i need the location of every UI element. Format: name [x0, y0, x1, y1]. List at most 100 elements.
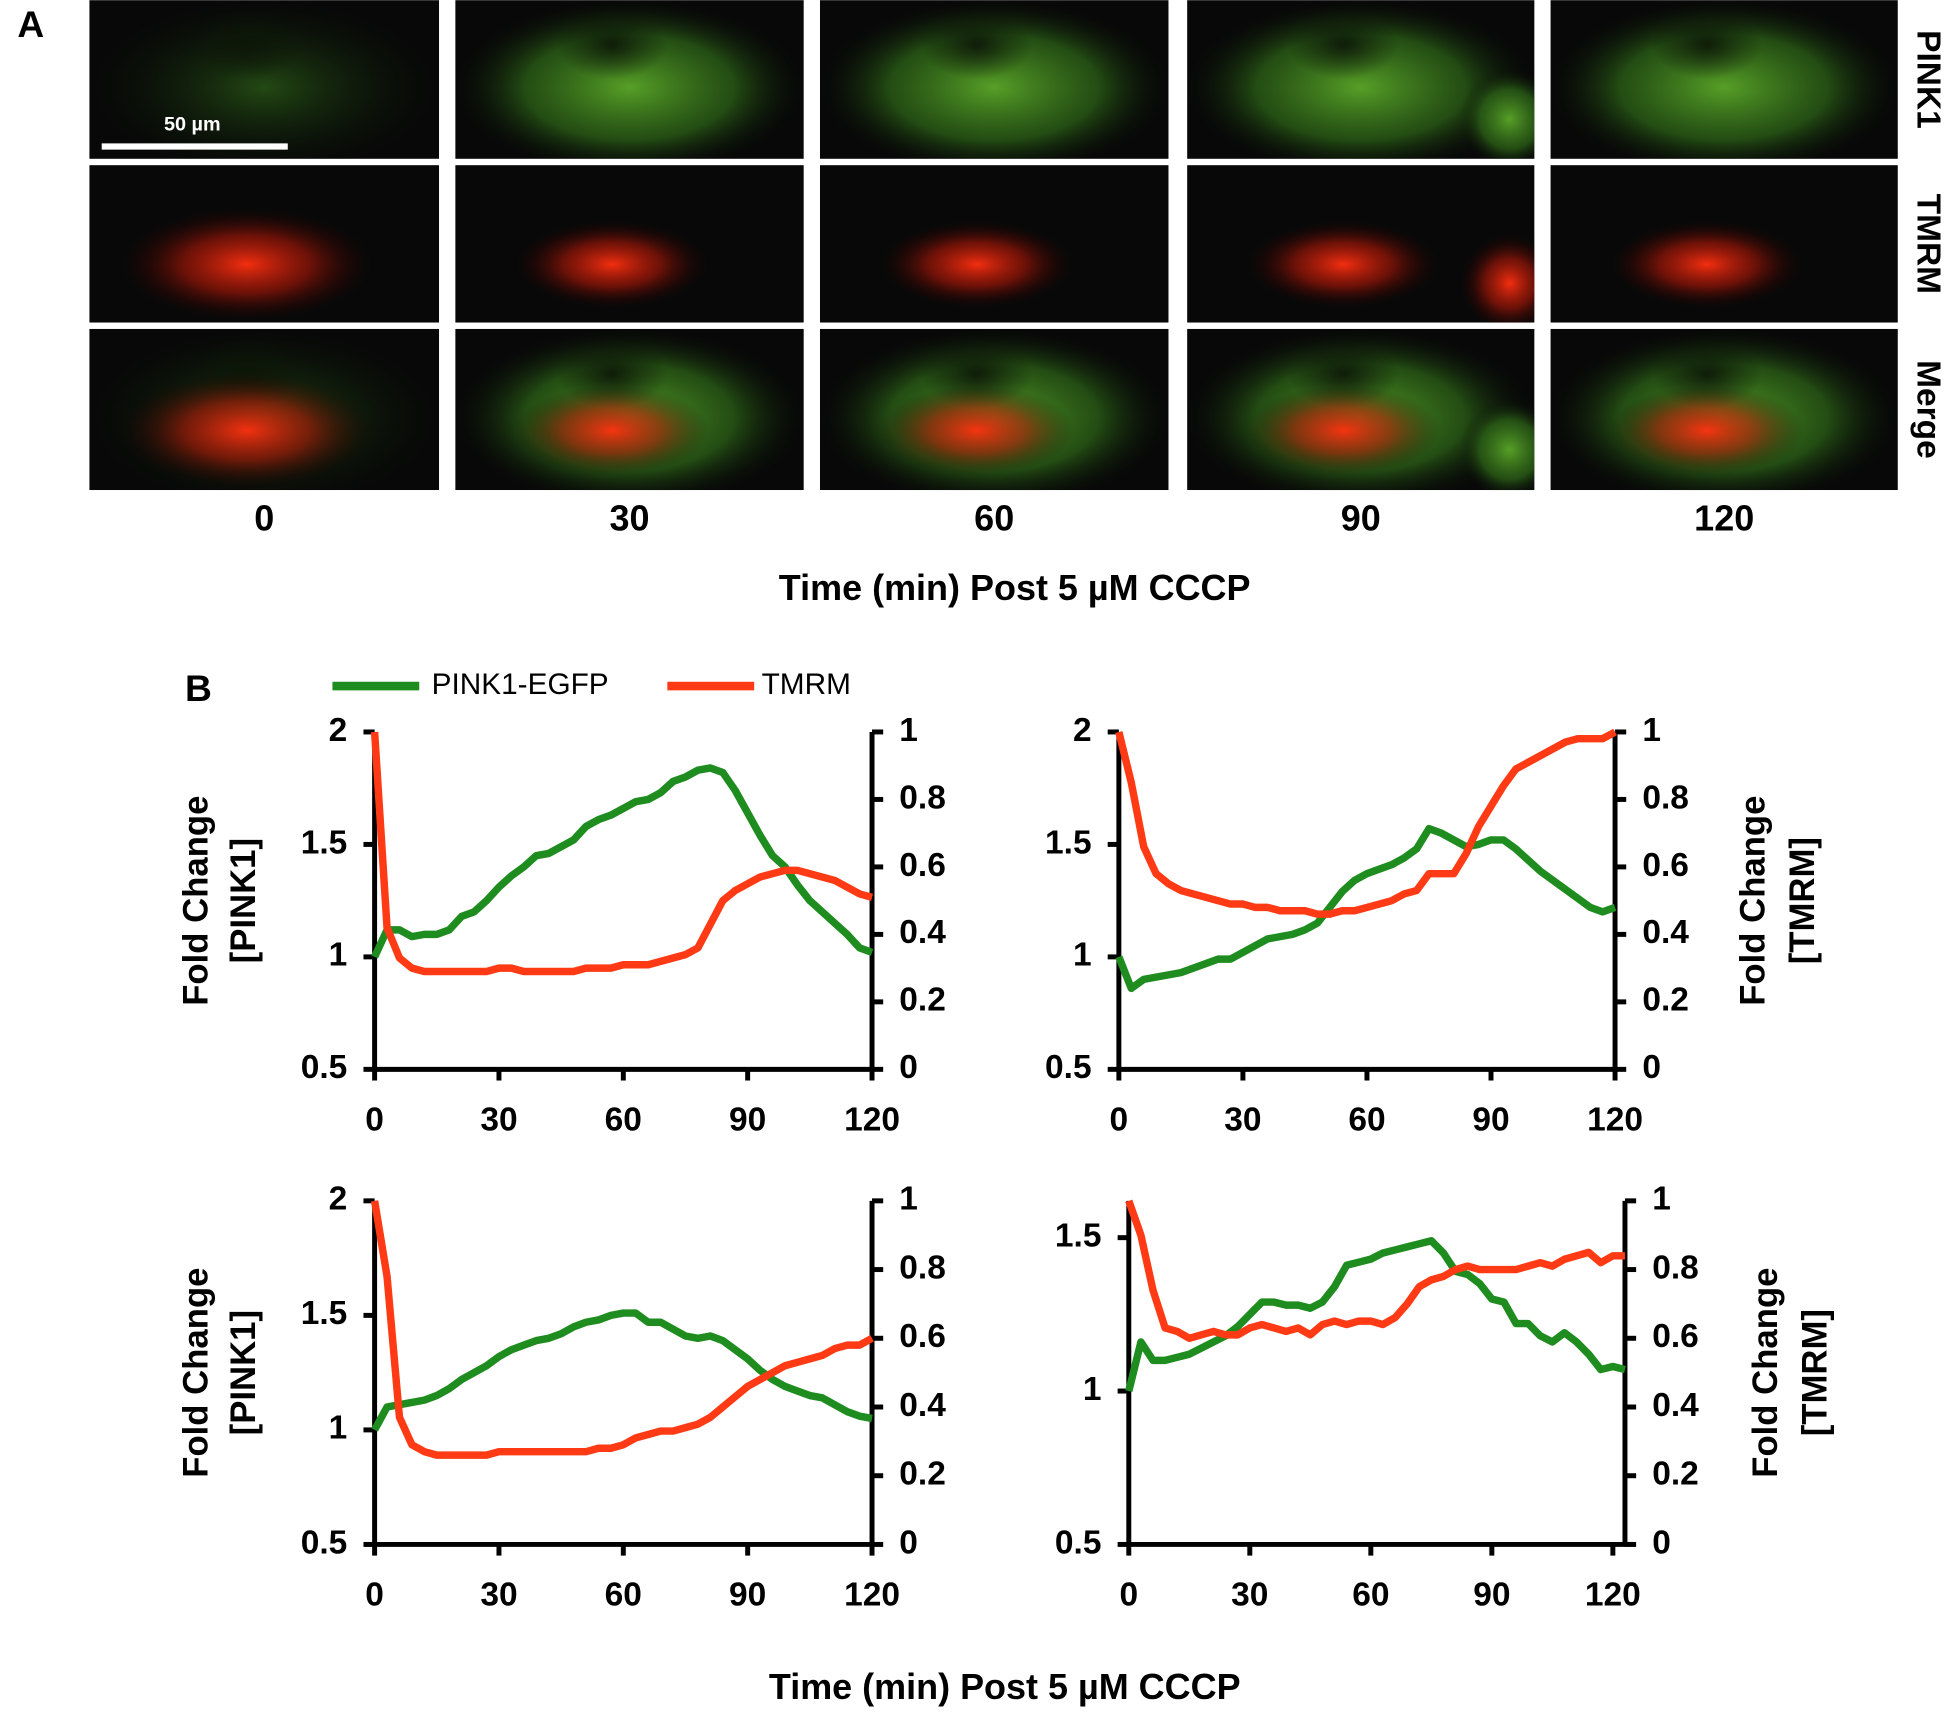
y-tick-label: 2 [1073, 712, 1092, 749]
y-tick-label: 0.5 [1055, 1524, 1102, 1561]
nucleus [921, 9, 1033, 80]
y2-tick-label: 0.6 [899, 847, 946, 884]
x-tick-label: 90 [729, 1576, 766, 1613]
x-tick-label: 120 [1585, 1576, 1641, 1613]
cell-green [89, 0, 440, 159]
micrograph [1550, 0, 1898, 159]
micrograph-content [819, 165, 1169, 323]
y2-tick-label: 0.2 [1642, 982, 1689, 1019]
row-label: PINK1 [1910, 30, 1945, 129]
y2-tick-label: 0.4 [899, 1387, 946, 1424]
bright-cell [1460, 400, 1535, 491]
time-label: 60 [974, 498, 1014, 539]
micrograph-content [455, 165, 804, 323]
time-label: 30 [610, 498, 650, 539]
y2-tick-label: 0.4 [1652, 1387, 1699, 1424]
mito-red [514, 385, 710, 476]
y2-tick-label: 0.6 [899, 1318, 946, 1355]
axis-label: Fold Change [1734, 796, 1772, 1006]
x-tick-label: 120 [844, 1576, 900, 1613]
mito-red [119, 206, 375, 322]
x-tick-label: 90 [729, 1101, 766, 1138]
mito-red [1246, 220, 1441, 309]
x-tick-label: 30 [480, 1576, 517, 1613]
series-line [371, 1309, 873, 1432]
y2-tick-label: 1 [1642, 712, 1661, 749]
y2-tick-label: 0.2 [899, 982, 946, 1019]
axis-label: [PINK1] [225, 838, 263, 963]
y2-tick-label: 0.8 [899, 779, 946, 816]
mito-red [514, 220, 710, 309]
y2-tick-label: 1 [899, 712, 918, 749]
micrograph-content [1550, 0, 1898, 159]
micrograph [455, 165, 804, 323]
y-tick-label: 2 [329, 712, 348, 749]
axis-label: [PINK1] [225, 1310, 263, 1435]
cell-green [1187, 0, 1535, 159]
axis-label: [TMRM] [1796, 1309, 1834, 1436]
micrograph-content [1187, 165, 1535, 323]
series-line [1125, 1199, 1625, 1343]
y2-tick-label: 0.4 [1642, 914, 1689, 951]
axis-label: [TMRM] [1784, 837, 1822, 964]
y2-tick-label: 0.2 [899, 1456, 946, 1493]
y-tick-label: 0.5 [1045, 1049, 1092, 1086]
scale-bar-label: 50 µm [164, 114, 221, 136]
y-tick-label: 1.5 [301, 1295, 348, 1332]
y-tick-label: 1 [1073, 937, 1092, 974]
y-tick-label: 0.5 [301, 1049, 348, 1086]
axis-label: Fold Change [178, 796, 216, 1006]
row-label: TMRM [1910, 194, 1945, 294]
y-tick-label: 1 [1083, 1371, 1102, 1408]
cell-green [455, 0, 804, 159]
y-tick-label: 1 [329, 937, 348, 974]
time-label: 90 [1341, 498, 1381, 539]
micrograph-content [89, 0, 440, 159]
micrograph-content [89, 328, 440, 491]
micrograph [455, 0, 804, 159]
micrograph [89, 165, 440, 323]
bright-cell [1460, 69, 1535, 159]
cell-green [819, 0, 1169, 159]
y2-tick-label: 0.8 [899, 1249, 946, 1286]
micrograph-content [1550, 328, 1898, 491]
y2-tick-label: 1 [1652, 1181, 1671, 1218]
micrograph [455, 328, 804, 491]
series-line [1115, 728, 1617, 918]
mito-red [879, 220, 1075, 309]
mito-red [1609, 220, 1805, 309]
mito-red [1246, 385, 1441, 476]
panel-label: B [185, 667, 212, 709]
micrograph [819, 328, 1169, 491]
y2-tick-label: 0.2 [1652, 1456, 1699, 1493]
micrograph [89, 328, 440, 491]
nucleus [190, 9, 303, 80]
time-label: 0 [254, 498, 274, 539]
row-label: Merge [1910, 360, 1945, 459]
y2-tick-label: 0.6 [1642, 847, 1689, 884]
time-label: 120 [1694, 498, 1754, 539]
x-tick-label: 120 [1587, 1101, 1643, 1138]
nucleus [1287, 9, 1399, 80]
micrograph [89, 0, 440, 159]
micrograph-content [819, 0, 1169, 159]
x-tick-label: 0 [365, 1576, 384, 1613]
series-line [1115, 824, 1617, 993]
nucleus [1651, 9, 1763, 80]
mito-red [879, 385, 1075, 476]
y2-tick-label: 0.8 [1652, 1249, 1699, 1286]
micrograph [819, 0, 1169, 159]
series-line [371, 764, 874, 959]
mito-red [1609, 385, 1805, 476]
nucleus [556, 9, 668, 80]
x-tick-label: 60 [1352, 1576, 1389, 1613]
x-tick-label: 60 [1348, 1101, 1385, 1138]
x-tick-label: 0 [1119, 1576, 1138, 1613]
x-tick-label: 30 [1224, 1101, 1261, 1138]
y2-tick-label: 0.4 [899, 914, 946, 951]
y2-tick-label: 1 [899, 1181, 918, 1218]
y-tick-label: 2 [329, 1181, 348, 1218]
micrograph [1187, 165, 1535, 323]
micrograph [1550, 165, 1898, 323]
micrograph [1187, 0, 1535, 159]
